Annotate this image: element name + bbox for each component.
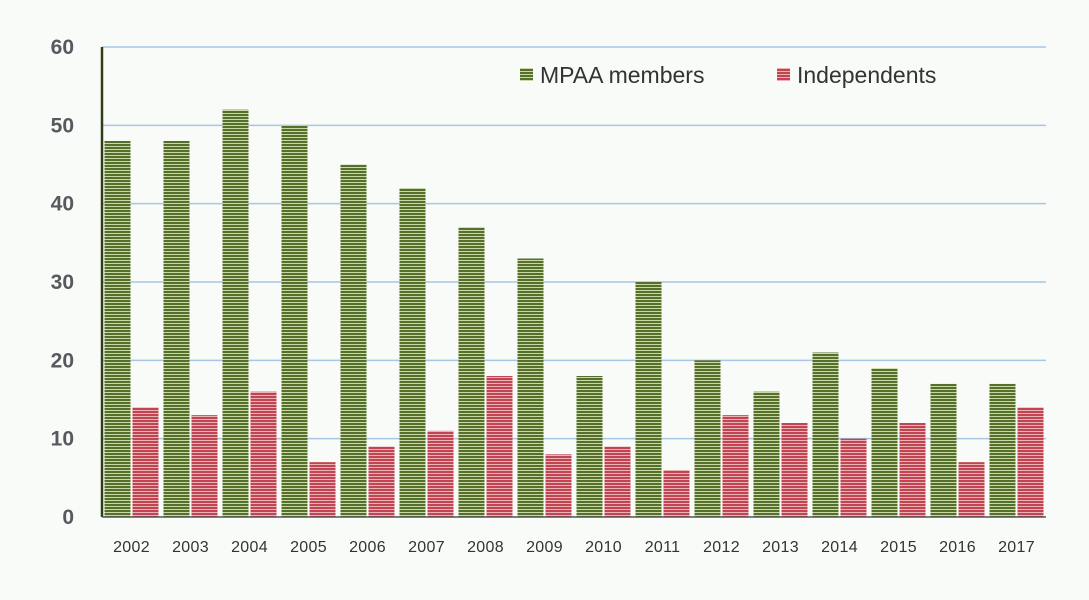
bar-mpaa-members-2003 [163,141,190,517]
bar-independents-2008 [486,376,513,517]
bar-independents-2012 [722,415,749,517]
x-tick-label: 2007 [408,539,445,556]
x-tick-label: 2017 [998,539,1035,556]
y-tick-label: 20 [51,349,74,372]
x-tick-label: 2013 [762,539,799,556]
bar-independents-2011 [663,470,690,517]
legend: MPAA members Independents [520,62,936,88]
bar-independents-2016 [958,462,985,517]
bar-mpaa-members-2008 [458,227,485,517]
bar-mpaa-members-2013 [753,391,780,517]
bar-independents-2009 [545,454,572,517]
y-tick-label: 60 [51,36,74,59]
x-tick-label: 2004 [231,539,268,556]
legend-swatch-mpaa-members [520,68,533,81]
bar-mpaa-members-2005 [281,125,308,517]
x-tick-label: 2012 [703,539,740,556]
y-tick-label: 50 [51,114,74,137]
axes [100,47,1046,518]
legend-swatch-independents [777,68,790,81]
y-axis-ticks: 0 10 20 30 40 50 60 [51,36,74,529]
bar-independents-2005 [309,462,336,517]
y-tick-label: 10 [51,428,74,451]
x-tick-label: 2003 [172,539,209,556]
x-tick-label: 2002 [113,539,150,556]
bars [104,109,1044,518]
bar-mpaa-members-2006 [340,164,367,517]
bar-mpaa-members-2015 [871,368,898,517]
x-tick-label: 2010 [585,539,622,556]
bar-independents-2014 [840,438,867,517]
bar-mpaa-members-2009 [517,258,544,517]
bar-mpaa-members-2010 [576,376,603,517]
bar-independents-2010 [604,446,631,517]
x-tick-label: 2016 [939,539,976,556]
bar-independents-2003 [191,415,218,517]
x-tick-label: 2009 [526,539,563,556]
bar-independents-2015 [899,423,926,517]
y-tick-label: 0 [62,506,74,529]
x-axis-ticks: 2002 2003 2004 2005 2006 2007 2008 2009 2010 2011… [113,539,1035,556]
x-tick-label: 2011 [645,539,681,556]
bar-mpaa-members-2016 [930,383,957,517]
bar-mpaa-members-2007 [399,188,426,517]
bar-mpaa-members-2004 [222,109,249,518]
legend-label: Independents [797,62,936,88]
legend-label: MPAA members [540,62,704,88]
x-tick-label: 2008 [467,539,504,556]
x-tick-label: 2006 [349,539,386,556]
bar-independents-2006 [368,446,395,517]
y-tick-label: 30 [51,271,74,294]
bar-mpaa-members-2012 [694,360,721,517]
y-tick-label: 40 [51,193,74,216]
bar-independents-2007 [427,430,454,517]
x-tick-label: 2015 [880,539,917,556]
x-tick-label: 2014 [821,539,858,556]
bar-independents-2013 [781,423,808,517]
bar-mpaa-members-2017 [989,383,1016,517]
bar-independents-2004 [250,391,277,517]
bar-mpaa-members-2002 [104,141,131,517]
x-tick-label: 2005 [290,539,327,556]
bar-independents-2002 [132,407,159,517]
bar-mpaa-members-2011 [635,282,662,517]
bar-mpaa-members-2014 [812,352,839,517]
bar-independents-2017 [1017,407,1044,517]
